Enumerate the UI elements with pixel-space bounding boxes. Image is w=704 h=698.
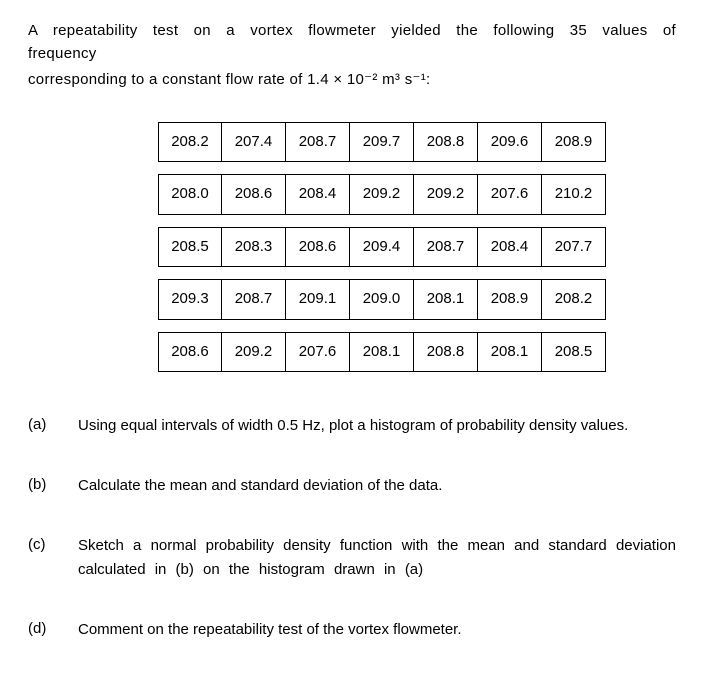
table-row: 208.6 209.2 207.6 208.1 208.8 208.1 208.…	[158, 332, 606, 373]
table-cell: 207.6	[478, 174, 542, 215]
table-cell: 207.6	[286, 332, 350, 373]
table-cell: 208.7	[222, 279, 286, 320]
table-row: 208.5 208.3 208.6 209.4 208.7 208.4 207.…	[158, 227, 606, 268]
table-cell: 208.2	[542, 279, 606, 320]
question-label-a: (a)	[28, 414, 78, 437]
table-cell: 208.9	[542, 122, 606, 163]
table-cell: 208.9	[478, 279, 542, 320]
table-cell: 208.7	[414, 227, 478, 268]
table-cell: 209.2	[350, 174, 414, 215]
question-label-c: (c)	[28, 534, 78, 557]
question-text-a: Using equal intervals of width 0.5 Hz, p…	[78, 414, 676, 438]
table-cell: 209.4	[350, 227, 414, 268]
table-cell: 207.7	[542, 227, 606, 268]
table-cell: 209.6	[478, 122, 542, 163]
question-text-c: Sketch a normal probability density func…	[78, 534, 676, 582]
table-cell: 209.3	[158, 279, 222, 320]
table-cell: 208.2	[158, 122, 222, 163]
data-table-container: 208.2 207.4 208.7 209.7 208.8 209.6 208.…	[88, 110, 676, 385]
table-cell: 208.3	[222, 227, 286, 268]
table-row: 208.0 208.6 208.4 209.2 209.2 207.6 210.…	[158, 174, 606, 215]
table-cell: 208.6	[158, 332, 222, 373]
table-cell: 208.4	[478, 227, 542, 268]
question-c: (c) Sketch a normal probability density …	[28, 534, 676, 582]
table-cell: 208.1	[350, 332, 414, 373]
table-cell: 208.8	[414, 332, 478, 373]
question-d: (d) Comment on the repeatability test of…	[28, 618, 676, 642]
table-cell: 207.4	[222, 122, 286, 163]
question-label-d: (d)	[28, 618, 78, 641]
intro-paragraph: A repeatability test on a vortex flowmet…	[28, 20, 676, 92]
table-row: 209.3 208.7 209.1 209.0 208.1 208.9 208.…	[158, 279, 606, 320]
table-cell: 208.0	[158, 174, 222, 215]
intro-line-1: A repeatability test on a vortex flowmet…	[28, 20, 676, 65]
table-cell: 208.6	[286, 227, 350, 268]
question-b: (b) Calculate the mean and standard devi…	[28, 474, 676, 498]
table-cell: 209.7	[350, 122, 414, 163]
frequency-data-table: 208.2 207.4 208.7 209.7 208.8 209.6 208.…	[158, 110, 606, 385]
table-cell: 209.2	[414, 174, 478, 215]
table-cell: 208.7	[286, 122, 350, 163]
table-cell: 208.5	[542, 332, 606, 373]
table-cell: 208.4	[286, 174, 350, 215]
intro-line-2: corresponding to a constant flow rate of…	[28, 69, 676, 92]
table-cell: 209.1	[286, 279, 350, 320]
question-a: (a) Using equal intervals of width 0.5 H…	[28, 414, 676, 438]
table-cell: 208.1	[478, 332, 542, 373]
table-row: 208.2 207.4 208.7 209.7 208.8 209.6 208.…	[158, 122, 606, 163]
table-cell: 208.1	[414, 279, 478, 320]
question-label-b: (b)	[28, 474, 78, 497]
question-text-b: Calculate the mean and standard deviatio…	[78, 474, 676, 498]
table-cell: 208.6	[222, 174, 286, 215]
table-cell: 209.0	[350, 279, 414, 320]
question-text-d: Comment on the repeatability test of the…	[78, 618, 676, 642]
table-cell: 208.8	[414, 122, 478, 163]
table-cell: 210.2	[542, 174, 606, 215]
table-cell: 208.5	[158, 227, 222, 268]
table-cell: 209.2	[222, 332, 286, 373]
